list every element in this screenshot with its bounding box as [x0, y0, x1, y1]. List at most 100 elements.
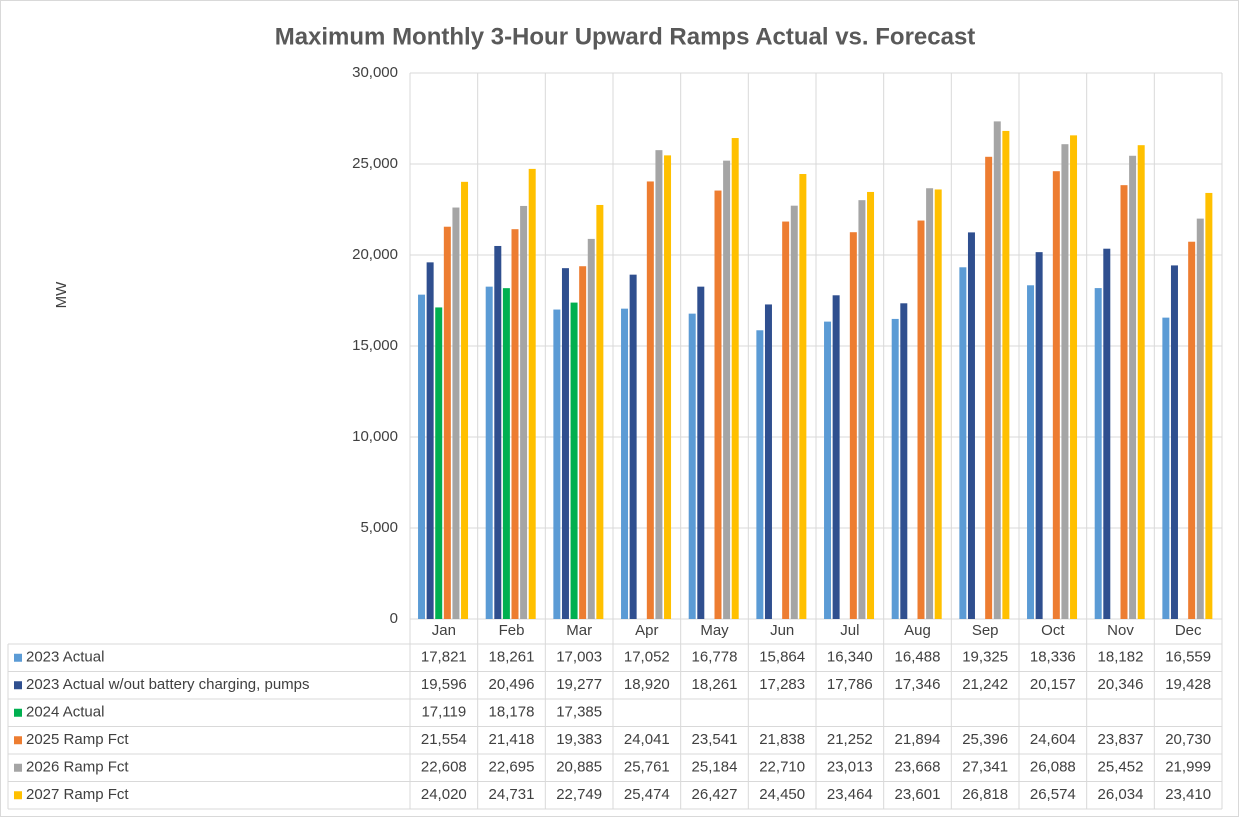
- bar: [485, 286, 493, 619]
- bar: [697, 286, 705, 619]
- bar: [1061, 144, 1069, 619]
- bar: [1129, 155, 1137, 619]
- bar: [714, 190, 722, 619]
- bar: [418, 294, 426, 619]
- table-value: 19,596: [421, 676, 467, 693]
- bar: [646, 181, 654, 619]
- table-value: 23,668: [895, 759, 941, 776]
- x-tick-label: Mar: [566, 622, 592, 639]
- bar: [629, 274, 637, 619]
- table-value: 22,749: [556, 786, 602, 803]
- table-value: 17,385: [556, 704, 602, 721]
- bar: [1120, 185, 1128, 619]
- table-value: 17,346: [895, 676, 941, 693]
- bar: [443, 226, 451, 619]
- x-tick-label: Jun: [770, 622, 794, 639]
- table-value: 17,052: [624, 649, 670, 666]
- table-value: 16,559: [1165, 649, 1211, 666]
- table-value: 22,608: [421, 759, 467, 776]
- table-value: 24,450: [759, 786, 805, 803]
- chart-title: Maximum Monthly 3-Hour Upward Ramps Actu…: [275, 23, 976, 50]
- table-value: 23,410: [1165, 786, 1211, 803]
- legend-key: [14, 653, 22, 662]
- y-tick-label: 15,000: [352, 337, 398, 354]
- bar: [502, 288, 510, 619]
- bar: [621, 308, 629, 619]
- bar: [528, 168, 536, 619]
- bar: [587, 238, 595, 619]
- table-value: 20,157: [1030, 676, 1076, 693]
- bar: [867, 191, 875, 619]
- bar: [688, 313, 696, 619]
- x-tick-label: Dec: [1175, 622, 1202, 639]
- table-value: 17,283: [759, 676, 805, 693]
- table-value: 19,383: [556, 731, 602, 748]
- table-value: 25,396: [962, 731, 1008, 748]
- legend-label: 2023 Actual w/out battery charging, pump…: [26, 676, 310, 693]
- table-value: 18,182: [1098, 649, 1144, 666]
- bar: [849, 232, 857, 619]
- table-value: 16,778: [692, 649, 738, 666]
- table-value: 18,336: [1030, 649, 1076, 666]
- legend-label: 2024 Actual: [26, 704, 104, 721]
- bar: [664, 155, 672, 619]
- bar: [731, 138, 739, 619]
- table-value: 20,496: [489, 676, 535, 693]
- table-value: 24,041: [624, 731, 670, 748]
- bar: [1052, 171, 1060, 619]
- bar: [655, 150, 663, 620]
- bar: [1035, 252, 1043, 620]
- bar: [570, 302, 578, 619]
- bar: [596, 204, 604, 619]
- legend-label: 2027 Ramp Fct: [26, 786, 129, 803]
- table-value: 18,178: [489, 704, 535, 721]
- table-value: 26,088: [1030, 759, 1076, 776]
- x-tick-label: Sep: [972, 622, 999, 639]
- table-value: 19,428: [1165, 676, 1211, 693]
- y-tick-label: 0: [390, 610, 398, 627]
- bar: [520, 205, 528, 620]
- y-tick-label: 10,000: [352, 428, 398, 445]
- bar: [452, 207, 460, 619]
- table-value: 26,034: [1098, 786, 1144, 803]
- bar: [858, 200, 866, 620]
- table-value: 17,003: [556, 649, 602, 666]
- table-value: 17,119: [421, 704, 466, 721]
- bar: [553, 309, 561, 619]
- table-value: 24,604: [1030, 731, 1076, 748]
- legend-label: 2026 Ramp Fct: [26, 759, 129, 776]
- bar: [1196, 218, 1204, 619]
- table-value: 21,242: [962, 676, 1008, 693]
- table-value: 22,695: [489, 759, 535, 776]
- bar: [824, 321, 832, 619]
- table-value: 21,418: [489, 731, 535, 748]
- bar: [1070, 135, 1078, 619]
- table-value: 25,474: [624, 786, 670, 803]
- bar: [799, 174, 807, 619]
- bar: [1027, 285, 1035, 619]
- bar: [993, 121, 1001, 619]
- y-axis-label: MW: [53, 281, 70, 308]
- legend-label: 2023 Actual: [26, 649, 104, 666]
- bar: [782, 221, 790, 619]
- bar: [959, 267, 967, 619]
- table-value: 25,761: [624, 759, 670, 776]
- bar: [435, 307, 443, 619]
- table-value: 20,730: [1165, 731, 1211, 748]
- table-value: 23,601: [895, 786, 941, 803]
- table-value: 17,821: [421, 649, 467, 666]
- x-tick-label: Oct: [1041, 622, 1065, 639]
- bar: [579, 266, 587, 619]
- bar: [1170, 265, 1178, 619]
- bar: [426, 262, 434, 619]
- bar: [832, 295, 840, 619]
- table-value: 27,341: [962, 759, 1008, 776]
- table-value: 26,818: [962, 786, 1008, 803]
- table-value: 21,554: [421, 731, 467, 748]
- table-value: 25,184: [692, 759, 738, 776]
- table-value: 16,340: [827, 649, 873, 666]
- bar: [900, 303, 908, 619]
- table-value: 19,277: [556, 676, 602, 693]
- x-tick-label: Jan: [432, 622, 456, 639]
